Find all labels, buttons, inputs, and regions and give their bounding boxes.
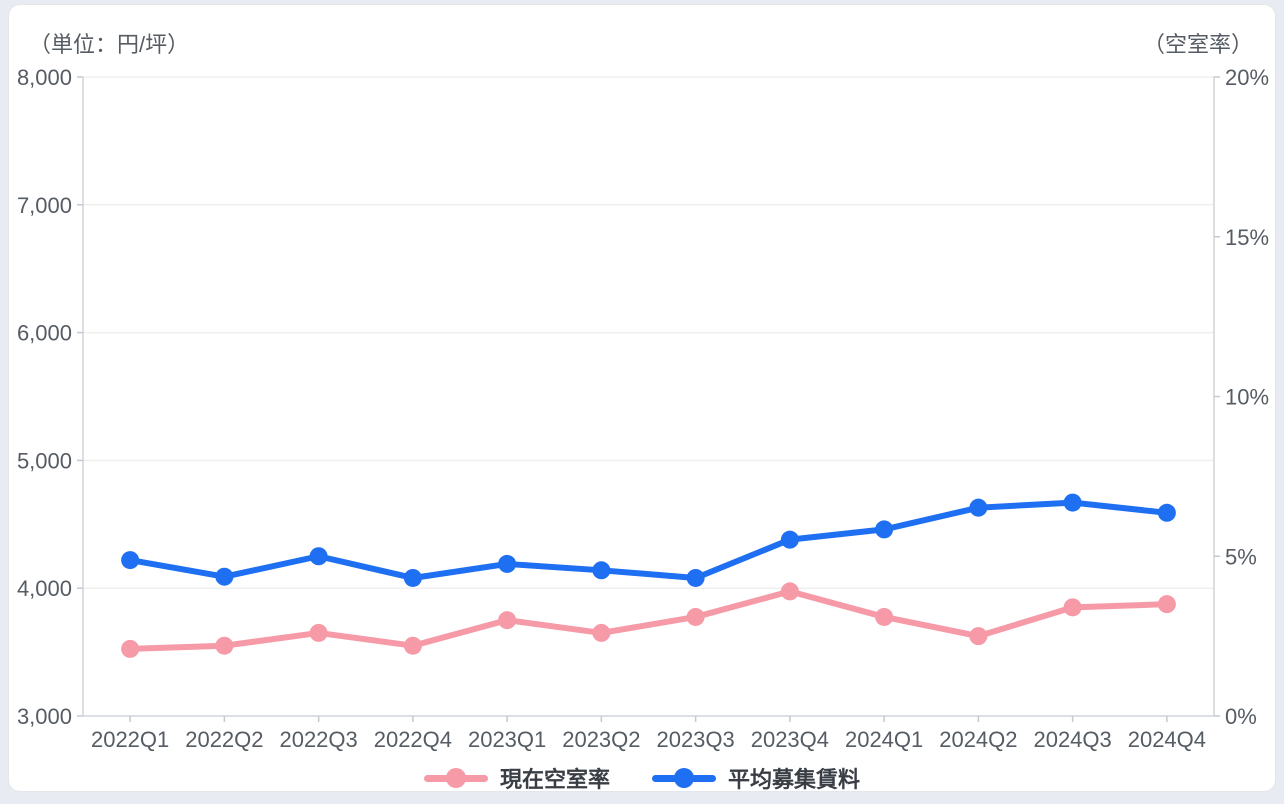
x-axis-tick-label: 2023Q2 (562, 727, 640, 752)
data-point[interactable] (498, 554, 517, 573)
series-line (127, 499, 1170, 581)
x-axis-tick-label: 2022Q3 (279, 727, 357, 752)
data-point[interactable] (215, 636, 234, 655)
x-axis-tick-label: 2023Q4 (751, 727, 829, 752)
x-axis-tick-label: 2022Q4 (374, 727, 452, 752)
data-point[interactable] (780, 530, 799, 549)
average-asking-rent-legend-label: 平均募集賃料 (728, 767, 861, 792)
vacancy-rate-legend-label: 現在空室率 (499, 767, 610, 792)
data-point[interactable] (875, 520, 894, 539)
data-point[interactable] (875, 607, 894, 626)
left-axis-tick-label: 4,000 (17, 576, 72, 601)
left-axis-tick-label: 8,000 (17, 65, 72, 90)
data-point[interactable] (1157, 595, 1176, 614)
legend-item-average-asking-rent[interactable]: 平均募集賃料 (652, 762, 860, 794)
right-axis-tick-label: 5% (1225, 544, 1257, 569)
chart-legend: 現在空室率 平均募集賃料 (9, 762, 1275, 794)
data-point[interactable] (969, 498, 988, 517)
x-axis-tick-label: 2024Q1 (845, 727, 923, 752)
right-axis-tick-label: 15% (1225, 225, 1269, 250)
right-axis-unit-label: （空室率） (1142, 32, 1253, 57)
data-point[interactable] (403, 636, 422, 655)
data-point[interactable] (403, 568, 422, 587)
data-point[interactable] (215, 567, 234, 586)
left-axis-tick-label: 5,000 (17, 448, 72, 473)
vacancy-rate-legend-marker (423, 774, 488, 782)
right-axis-tick-label: 10% (1225, 385, 1269, 410)
x-axis-tick-label: 2023Q1 (468, 727, 546, 752)
data-point[interactable] (1157, 503, 1176, 522)
x-axis-tick-label: 2023Q3 (656, 727, 734, 752)
x-axis-tick-label: 2022Q2 (185, 727, 263, 752)
left-axis-tick-label: 7,000 (17, 193, 72, 218)
data-point[interactable] (121, 639, 140, 658)
chart-card: （単位：円/坪） （空室率） 8,000 7,000 6,000 5,000 4,000… (8, 4, 1276, 792)
average-asking-rent-legend-marker (652, 774, 716, 782)
data-point[interactable] (309, 547, 328, 566)
legend-item-vacancy-rate[interactable]: 現在空室率 (423, 762, 610, 794)
left-axis-unit-label: （単位：円/坪） (29, 32, 190, 57)
data-point[interactable] (969, 627, 988, 646)
data-point[interactable] (686, 607, 705, 626)
data-point[interactable] (498, 611, 517, 630)
data-point[interactable] (686, 568, 705, 587)
data-point[interactable] (1063, 493, 1082, 512)
x-axis-tick-label: 2024Q4 (1128, 727, 1206, 752)
data-point[interactable] (309, 623, 328, 642)
data-point[interactable] (592, 623, 611, 642)
left-axis-tick-label: 6,000 (17, 321, 72, 346)
line-chart-canvas: 8,000 7,000 6,000 5,000 4,000 3,000 20% 15% 10% 5… (17, 65, 1269, 752)
data-point[interactable] (780, 582, 799, 601)
right-axis-tick-label: 0% (1225, 704, 1257, 729)
x-axis-tick-label: 2022Q1 (91, 727, 169, 752)
data-point[interactable] (121, 551, 140, 570)
x-axis-tick-label: 2024Q2 (939, 727, 1017, 752)
right-axis-tick-label: 20% (1225, 65, 1269, 90)
data-point[interactable] (592, 561, 611, 580)
data-point[interactable] (1063, 598, 1082, 617)
x-axis-tick-label: 2024Q3 (1033, 727, 1111, 752)
series-line (127, 588, 1170, 652)
left-axis-tick-label: 3,000 (17, 704, 72, 729)
